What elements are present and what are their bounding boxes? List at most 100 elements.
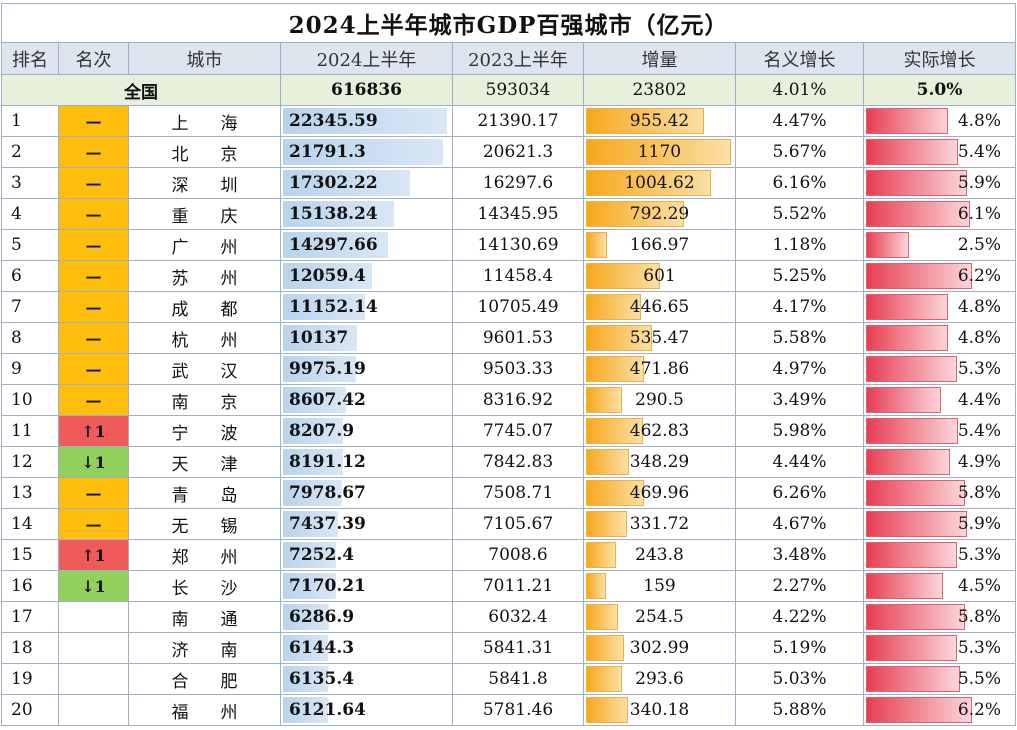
rank-cell[interactable]: 7 [1, 291, 59, 323]
increase-cell[interactable]: 469.96 [583, 477, 736, 509]
gdp-2023-cell[interactable]: 21390.17 [452, 105, 584, 137]
nominal-growth-cell[interactable]: 4.44% [735, 446, 864, 478]
real-growth-cell[interactable]: 5.3% [862, 632, 1017, 664]
national-gdp-2023[interactable]: 593034 [452, 74, 584, 106]
table-row[interactable]: 14— 无锡 7437.39 7105.67 331.72 4.67% 5.9% [1, 508, 1017, 540]
real-growth-cell[interactable]: 5.3% [862, 353, 1017, 385]
rank-change-cell[interactable]: — [58, 105, 129, 137]
rank-change-cell[interactable]: — [58, 229, 129, 261]
rank-change-cell[interactable]: — [58, 384, 129, 416]
real-growth-cell[interactable]: 4.4% [862, 384, 1017, 416]
rank-cell[interactable]: 16 [1, 570, 59, 602]
city-cell[interactable]: 南通 [128, 601, 281, 633]
national-increase[interactable]: 23802 [583, 74, 736, 106]
gdp-2024-cell[interactable]: 10137 [280, 322, 453, 354]
rank-change-cell[interactable]: — [58, 508, 129, 540]
rank-cell[interactable]: 20 [1, 694, 59, 726]
rank-cell[interactable]: 6 [1, 260, 59, 292]
rank-cell[interactable]: 9 [1, 353, 59, 385]
city-cell[interactable]: 济南 [128, 632, 281, 664]
rank-cell[interactable]: 17 [1, 601, 59, 633]
real-growth-cell[interactable]: 5.4% [862, 415, 1017, 447]
gdp-2024-cell[interactable]: 7978.67 [280, 477, 453, 509]
nominal-growth-cell[interactable]: 4.97% [735, 353, 864, 385]
rank-cell[interactable]: 3 [1, 167, 59, 199]
rank-cell[interactable]: 2 [1, 136, 59, 168]
gdp-2024-cell[interactable]: 14297.66 [280, 229, 453, 261]
rank-change-cell[interactable] [58, 601, 129, 633]
gdp-2023-cell[interactable]: 6032.4 [452, 601, 584, 633]
real-growth-cell[interactable]: 4.5% [862, 570, 1017, 602]
increase-cell[interactable]: 166.97 [583, 229, 736, 261]
rank-change-cell[interactable] [58, 663, 129, 695]
table-row[interactable]: 17 南通 6286.9 6032.4 254.5 4.22% 5.8% [1, 601, 1017, 633]
city-cell[interactable]: 上海 [128, 105, 281, 137]
national-real-growth[interactable]: 5.0% [862, 74, 1017, 106]
city-cell[interactable]: 苏州 [128, 260, 281, 292]
city-cell[interactable]: 武汉 [128, 353, 281, 385]
real-growth-cell[interactable]: 4.8% [862, 105, 1017, 137]
rank-change-cell[interactable] [58, 694, 129, 726]
nominal-growth-cell[interactable]: 5.88% [735, 694, 864, 726]
gdp-2024-cell[interactable]: 21791.3 [280, 136, 453, 168]
gdp-2023-cell[interactable]: 20621.3 [452, 136, 584, 168]
increase-cell[interactable]: 254.5 [583, 601, 736, 633]
increase-cell[interactable]: 792.29 [583, 198, 736, 230]
increase-cell[interactable]: 331.72 [583, 508, 736, 540]
gdp-2024-cell[interactable]: 22345.59 [280, 105, 453, 137]
increase-cell[interactable]: 293.6 [583, 663, 736, 695]
nominal-growth-cell[interactable]: 5.58% [735, 322, 864, 354]
national-nominal-growth[interactable]: 4.01% [735, 74, 864, 106]
nominal-growth-cell[interactable]: 4.67% [735, 508, 864, 540]
city-cell[interactable]: 成都 [128, 291, 281, 323]
gdp-2023-cell[interactable]: 11458.4 [452, 260, 584, 292]
national-row[interactable]: 全国 616836 593034 23802 4.01% 5.0% [1, 74, 1017, 106]
gdp-2023-cell[interactable]: 5841.8 [452, 663, 584, 695]
table-row[interactable]: 18 济南 6144.3 5841.31 302.99 5.19% 5.3% [1, 632, 1017, 664]
gdp-2024-cell[interactable]: 7170.21 [280, 570, 453, 602]
rank-cell[interactable]: 15 [1, 539, 59, 571]
header-change[interactable]: 名次 [58, 42, 129, 75]
real-growth-cell[interactable]: 6.2% [862, 694, 1017, 726]
header-rank[interactable]: 排名 [1, 42, 59, 75]
rank-change-cell[interactable]: — [58, 353, 129, 385]
rank-cell[interactable]: 10 [1, 384, 59, 416]
rank-cell[interactable]: 14 [1, 508, 59, 540]
rank-change-cell[interactable]: ↓1 [58, 570, 129, 602]
gdp-2024-cell[interactable]: 6286.9 [280, 601, 453, 633]
gdp-2024-cell[interactable]: 15138.24 [280, 198, 453, 230]
nominal-growth-cell[interactable]: 4.22% [735, 601, 864, 633]
real-growth-cell[interactable]: 5.9% [862, 508, 1017, 540]
table-row[interactable]: 16 ↓1 长沙 7170.21 7011.21 159 2.27% 4.5% [1, 570, 1017, 602]
rank-cell[interactable]: 11 [1, 415, 59, 447]
gdp-2024-cell[interactable]: 6121.64 [280, 694, 453, 726]
city-cell[interactable]: 深圳 [128, 167, 281, 199]
table-row[interactable]: 2— 北京 21791.3 20621.3 1170 5.67% 5.4% [1, 136, 1017, 168]
national-gdp-2024[interactable]: 616836 [280, 74, 453, 106]
table-row[interactable]: 12 ↓1 天津 8191.12 7842.83 348.29 4.44% 4.9% [1, 446, 1017, 478]
city-cell[interactable]: 重庆 [128, 198, 281, 230]
nominal-growth-cell[interactable]: 2.27% [735, 570, 864, 602]
real-growth-cell[interactable]: 4.9% [862, 446, 1017, 478]
gdp-2023-cell[interactable]: 5841.31 [452, 632, 584, 664]
rank-change-cell[interactable] [58, 632, 129, 664]
nominal-growth-cell[interactable]: 4.17% [735, 291, 864, 323]
gdp-2024-cell[interactable]: 8191.12 [280, 446, 453, 478]
city-cell[interactable]: 杭州 [128, 322, 281, 354]
gdp-2024-cell[interactable]: 12059.4 [280, 260, 453, 292]
gdp-2023-cell[interactable]: 10705.49 [452, 291, 584, 323]
gdp-2023-cell[interactable]: 7508.71 [452, 477, 584, 509]
nominal-growth-cell[interactable]: 3.48% [735, 539, 864, 571]
increase-cell[interactable]: 340.18 [583, 694, 736, 726]
real-growth-cell[interactable]: 6.1% [862, 198, 1017, 230]
increase-cell[interactable]: 348.29 [583, 446, 736, 478]
city-cell[interactable]: 北京 [128, 136, 281, 168]
increase-cell[interactable]: 1004.62 [583, 167, 736, 199]
rank-change-cell[interactable]: — [58, 260, 129, 292]
gdp-2024-cell[interactable]: 11152.14 [280, 291, 453, 323]
table-row[interactable]: 15 ↑1 郑州 7252.4 7008.6 243.8 3.48% 5.3% [1, 539, 1017, 571]
table-row[interactable]: 3— 深圳 17302.22 16297.6 1004.62 6.16% 5.9% [1, 167, 1017, 199]
header-real-growth[interactable]: 实际增长 [862, 42, 1017, 75]
real-growth-cell[interactable]: 5.5% [862, 663, 1017, 695]
gdp-2024-cell[interactable]: 6135.4 [280, 663, 453, 695]
